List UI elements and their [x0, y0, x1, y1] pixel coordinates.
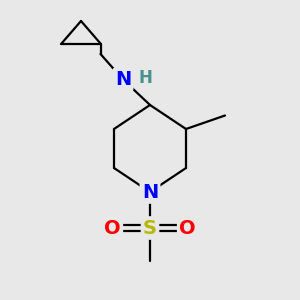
Text: N: N — [142, 182, 158, 202]
Text: O: O — [179, 218, 196, 238]
Text: S: S — [143, 218, 157, 238]
Text: H: H — [139, 69, 152, 87]
Text: O: O — [104, 218, 121, 238]
Text: N: N — [115, 70, 131, 89]
